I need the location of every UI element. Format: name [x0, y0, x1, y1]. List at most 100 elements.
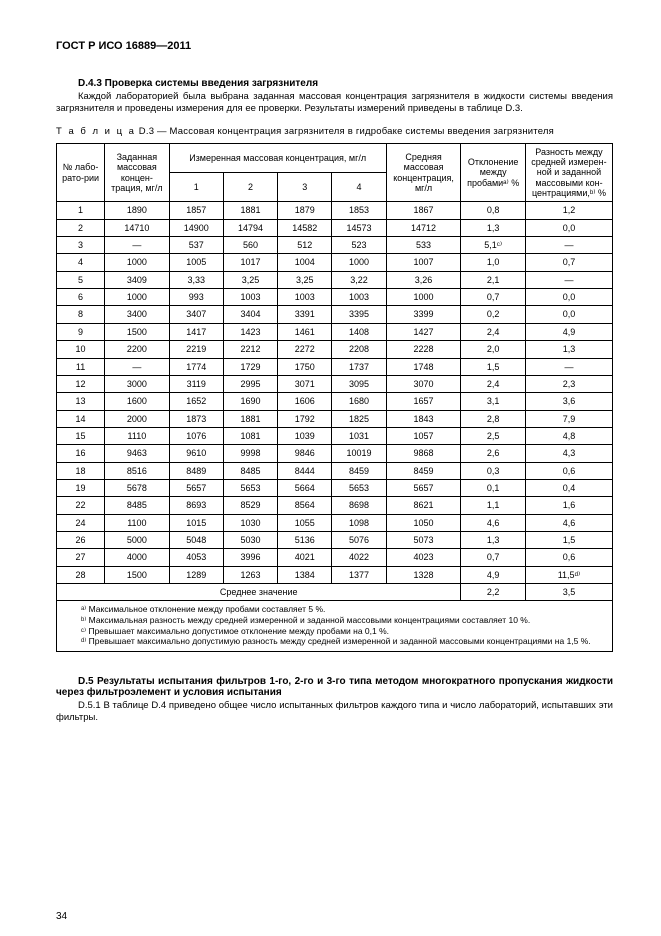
table-cell: 2000 — [105, 410, 170, 427]
table-cell: 2228 — [386, 341, 461, 358]
table-cell: 18 — [57, 462, 105, 479]
table-cell: 7,9 — [525, 410, 612, 427]
table-cell: 1100 — [105, 514, 170, 531]
footnote-b: ᵇ⁾ Максимальная разность между средней и… — [63, 615, 606, 626]
table-cell: 1 — [57, 202, 105, 219]
table-cell: 3071 — [278, 375, 332, 392]
table-cell: 3119 — [169, 375, 223, 392]
col-m4: 4 — [332, 173, 386, 202]
table-cell: 3,26 — [386, 271, 461, 288]
table-cell: 1384 — [278, 566, 332, 583]
table-cell: 3407 — [169, 306, 223, 323]
table-cell: 1748 — [386, 358, 461, 375]
table-cell: 1729 — [223, 358, 277, 375]
table-cell: 9463 — [105, 445, 170, 462]
table-cell: 1881 — [223, 202, 277, 219]
table-caption-text: D.3 — Массовая концентрация загрязнителя… — [136, 126, 554, 137]
table-cell: 1600 — [105, 393, 170, 410]
table-cell: 8693 — [169, 497, 223, 514]
table-cell: 1377 — [332, 566, 386, 583]
table-cell: 0,2 — [461, 306, 526, 323]
table-cell: 4,8 — [525, 427, 612, 444]
table-cell: 1328 — [386, 566, 461, 583]
table-cell: 5,1ᶜ⁾ — [461, 237, 526, 254]
table-cell: 2212 — [223, 341, 277, 358]
table-caption-prefix: Т а б л и ц а — [56, 126, 136, 137]
table-row: 102200221922122272220822282,01,3 — [57, 341, 613, 358]
table-cell: 9 — [57, 323, 105, 340]
table-row: 6100099310031003100310000,70,0 — [57, 289, 613, 306]
table-cell: 533 — [386, 237, 461, 254]
table-cell: 0,0 — [525, 289, 612, 306]
table-row: 281500128912631384137713284,911,5ᵈ⁾ — [57, 566, 613, 583]
table-cell: 0,7 — [461, 289, 526, 306]
table-cell: 1500 — [105, 566, 170, 583]
table-row: 265000504850305136507650731,31,5 — [57, 531, 613, 548]
table-caption: Т а б л и ц а D.3 — Массовая концентраци… — [56, 126, 613, 137]
table-cell: 3 — [57, 237, 105, 254]
table-cell: 1,3 — [461, 531, 526, 548]
table-cell: 1,3 — [461, 219, 526, 236]
table-cell: 14712 — [386, 219, 461, 236]
table-cell: 6 — [57, 289, 105, 306]
col-m1: 1 — [169, 173, 223, 202]
table-cell: 0,3 — [461, 462, 526, 479]
avg-label: Среднее значение — [57, 583, 461, 600]
table-cell: 11,5ᵈ⁾ — [525, 566, 612, 583]
table-cell: 5657 — [386, 479, 461, 496]
table-cell: 1857 — [169, 202, 223, 219]
table-cell: 1076 — [169, 427, 223, 444]
table-cell: 3070 — [386, 375, 461, 392]
table-cell: 2,4 — [461, 375, 526, 392]
table-cell: 1110 — [105, 427, 170, 444]
table-cell: 2 — [57, 219, 105, 236]
table-cell: 1030 — [223, 514, 277, 531]
table-cell: 560 — [223, 237, 277, 254]
footnote-c: ᶜ⁾ Превышает максимально допустимое откл… — [63, 626, 606, 637]
table-cell: 2272 — [278, 341, 332, 358]
table-cell: 10019 — [332, 445, 386, 462]
table-cell: 3,1 — [461, 393, 526, 410]
table-cell: 1,0 — [461, 254, 526, 271]
avg-dev: 2,2 — [461, 583, 526, 600]
table-cell: 5 — [57, 271, 105, 288]
table-cell: 22 — [57, 497, 105, 514]
table-cell: 1873 — [169, 410, 223, 427]
table-cell: 1263 — [223, 566, 277, 583]
table-cell: 3399 — [386, 306, 461, 323]
table-cell: 4053 — [169, 549, 223, 566]
table-cell: 1081 — [223, 427, 277, 444]
table-cell: 1792 — [278, 410, 332, 427]
col-lab: № лабо-рато-рии — [57, 143, 105, 202]
table-cell: 2995 — [223, 375, 277, 392]
table-cell: 0,0 — [525, 306, 612, 323]
table-cell: 8459 — [332, 462, 386, 479]
table-cell: 14900 — [169, 219, 223, 236]
table-cell: 1417 — [169, 323, 223, 340]
table-cell: — — [105, 237, 170, 254]
footnotes: ᵃ⁾ Максимальное отклонение между пробами… — [56, 601, 613, 652]
table-cell: 993 — [169, 289, 223, 306]
table-cell: 8698 — [332, 497, 386, 514]
table-cell: 1057 — [386, 427, 461, 444]
table-cell: 1005 — [169, 254, 223, 271]
table-cell: 1004 — [278, 254, 332, 271]
table-cell: 1,5 — [461, 358, 526, 375]
table-cell: 8459 — [386, 462, 461, 479]
section-d43-heading: D.4.3 Проверка системы введения загрязни… — [56, 78, 613, 89]
table-cell: 5000 — [105, 531, 170, 548]
table-cell: 3391 — [278, 306, 332, 323]
table-cell: 1825 — [332, 410, 386, 427]
table-cell: 15 — [57, 427, 105, 444]
footnote-a: ᵃ⁾ Максимальное отклонение между пробами… — [63, 604, 606, 615]
table-row: 123000311929953071309530702,42,3 — [57, 375, 613, 392]
table-cell: 512 — [278, 237, 332, 254]
table-cell: 8529 — [223, 497, 277, 514]
table-cell: 4,6 — [525, 514, 612, 531]
table-cell: 2,5 — [461, 427, 526, 444]
table-cell: 0,6 — [525, 549, 612, 566]
section-d43-paragraph: Каждой лабораторией была выбрана заданна… — [56, 91, 613, 116]
table-cell: 1461 — [278, 323, 332, 340]
table-cell: — — [525, 237, 612, 254]
table-cell: 1853 — [332, 202, 386, 219]
